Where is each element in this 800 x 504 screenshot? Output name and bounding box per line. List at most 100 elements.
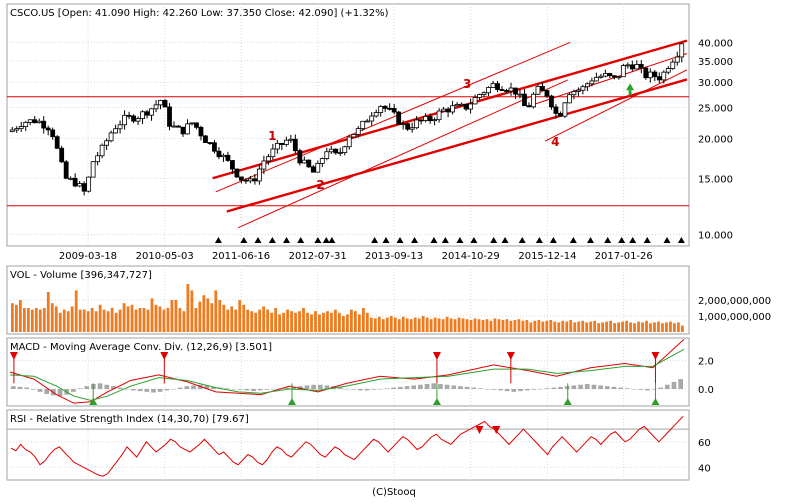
candle-body [576, 89, 581, 92]
volume-bar [242, 304, 246, 332]
volume-bar [258, 309, 262, 332]
candle-body [171, 125, 177, 128]
volume-bar [154, 304, 158, 332]
volume-bar [665, 322, 668, 332]
volume-bar [621, 321, 624, 332]
macd-histogram-bar [204, 385, 210, 389]
volume-bar [497, 319, 501, 332]
volume-bar [361, 308, 365, 332]
volume-bar [385, 317, 389, 332]
candle-body [351, 134, 357, 138]
candle-body [113, 128, 118, 134]
volume-bar [226, 309, 230, 332]
macd-histogram-bar [484, 389, 490, 390]
volume-bar [322, 312, 325, 332]
candle-body [629, 64, 635, 70]
candle-body [616, 76, 622, 79]
rsi-y-tick-label: 40 [698, 463, 711, 474]
candle-body [333, 148, 339, 154]
candle-body [598, 75, 604, 78]
candle-body [256, 168, 262, 182]
price-marker-triangle [677, 237, 685, 243]
candle-body [261, 160, 267, 170]
price-marker-triangle [254, 237, 262, 243]
macd-histogram-bar [551, 387, 557, 389]
macd-histogram-bar [438, 384, 443, 389]
candle-body [508, 87, 514, 92]
volume-panel: VOL - Volume [396,347,727] 1,000,000,000 2… [6, 265, 771, 335]
volume-bar [250, 311, 254, 332]
volume-bar [557, 322, 561, 332]
macd-histogram-bar [344, 389, 350, 390]
candle-body [297, 150, 303, 164]
macd-histogram-bar [157, 389, 163, 392]
macd-histogram-bar [511, 389, 517, 392]
candle-body [59, 147, 65, 163]
macd-histogram-bar [431, 383, 437, 389]
macd-sell-signal [432, 352, 441, 360]
candle-body [279, 142, 285, 145]
candle-body [77, 183, 83, 187]
candle-body [131, 115, 136, 122]
candle-body [364, 120, 370, 123]
candle-body [81, 183, 87, 192]
candle-body [526, 105, 532, 108]
macd-histogram-bar [237, 389, 243, 390]
macd-histogram-bar [638, 389, 643, 390]
macd-histogram-bar [644, 389, 650, 391]
price-x-tick-label: 2010-05-03 [136, 251, 194, 262]
volume-bar [565, 321, 569, 332]
macd-histogram-bar [584, 384, 590, 389]
candle-body [661, 71, 667, 81]
candle-body [212, 142, 217, 152]
macd-histogram-bar [391, 387, 397, 389]
price-annotation-label: 3 [463, 77, 471, 91]
volume-bar [214, 290, 218, 332]
macd-histogram-bar [84, 386, 90, 389]
volume-bar [198, 301, 202, 332]
candle-body [32, 119, 38, 124]
candle-body [445, 108, 451, 113]
volume-bar [58, 312, 62, 332]
candle-body [189, 122, 195, 125]
price-marker-triangle [322, 237, 330, 243]
candle-body [149, 108, 154, 116]
price-marker-triangle [411, 237, 419, 243]
volume-bar [573, 322, 577, 332]
macd-histogram-bar [418, 384, 423, 389]
volume-bar [441, 319, 445, 332]
volume-y-tick-label: 1,000,000,000 [698, 312, 771, 323]
candle-body [382, 105, 388, 109]
rsi-line [10, 416, 684, 477]
macd-histogram-bar [371, 389, 377, 390]
macd-histogram-bar [31, 389, 36, 390]
volume-bar [38, 309, 42, 332]
macd-histogram-bar [284, 387, 290, 389]
candle-body [247, 178, 253, 182]
candle-body [567, 94, 572, 104]
candle-body [310, 166, 316, 173]
macd-histogram-bar [451, 385, 457, 389]
price-marker-triangle [283, 237, 291, 243]
candle-body [656, 76, 662, 81]
volume-bar [130, 304, 134, 332]
candle-body [562, 102, 568, 117]
price-annotation-label: 1 [268, 129, 276, 143]
volume-bar [94, 311, 98, 332]
candle-body [468, 103, 473, 110]
macd-histogram-bar [478, 388, 483, 389]
candle-body [185, 123, 190, 135]
candle-body [405, 123, 411, 130]
volume-bar [330, 312, 333, 332]
rsi-title: RSI - Relative Strength Index (14,30,70)… [10, 414, 249, 425]
volume-bar [90, 308, 94, 332]
macd-histogram-bar [224, 388, 230, 389]
volume-bar [18, 300, 22, 332]
volume-bar [641, 322, 644, 332]
price-marker-triangle [618, 237, 626, 243]
macd-histogram-bar [177, 387, 183, 389]
volume-bar [653, 322, 656, 332]
macd-title: MACD - Moving Average Conv. Div. (12,26,… [10, 342, 272, 353]
candle-body [283, 139, 289, 145]
macd-histogram-bar [137, 389, 143, 392]
